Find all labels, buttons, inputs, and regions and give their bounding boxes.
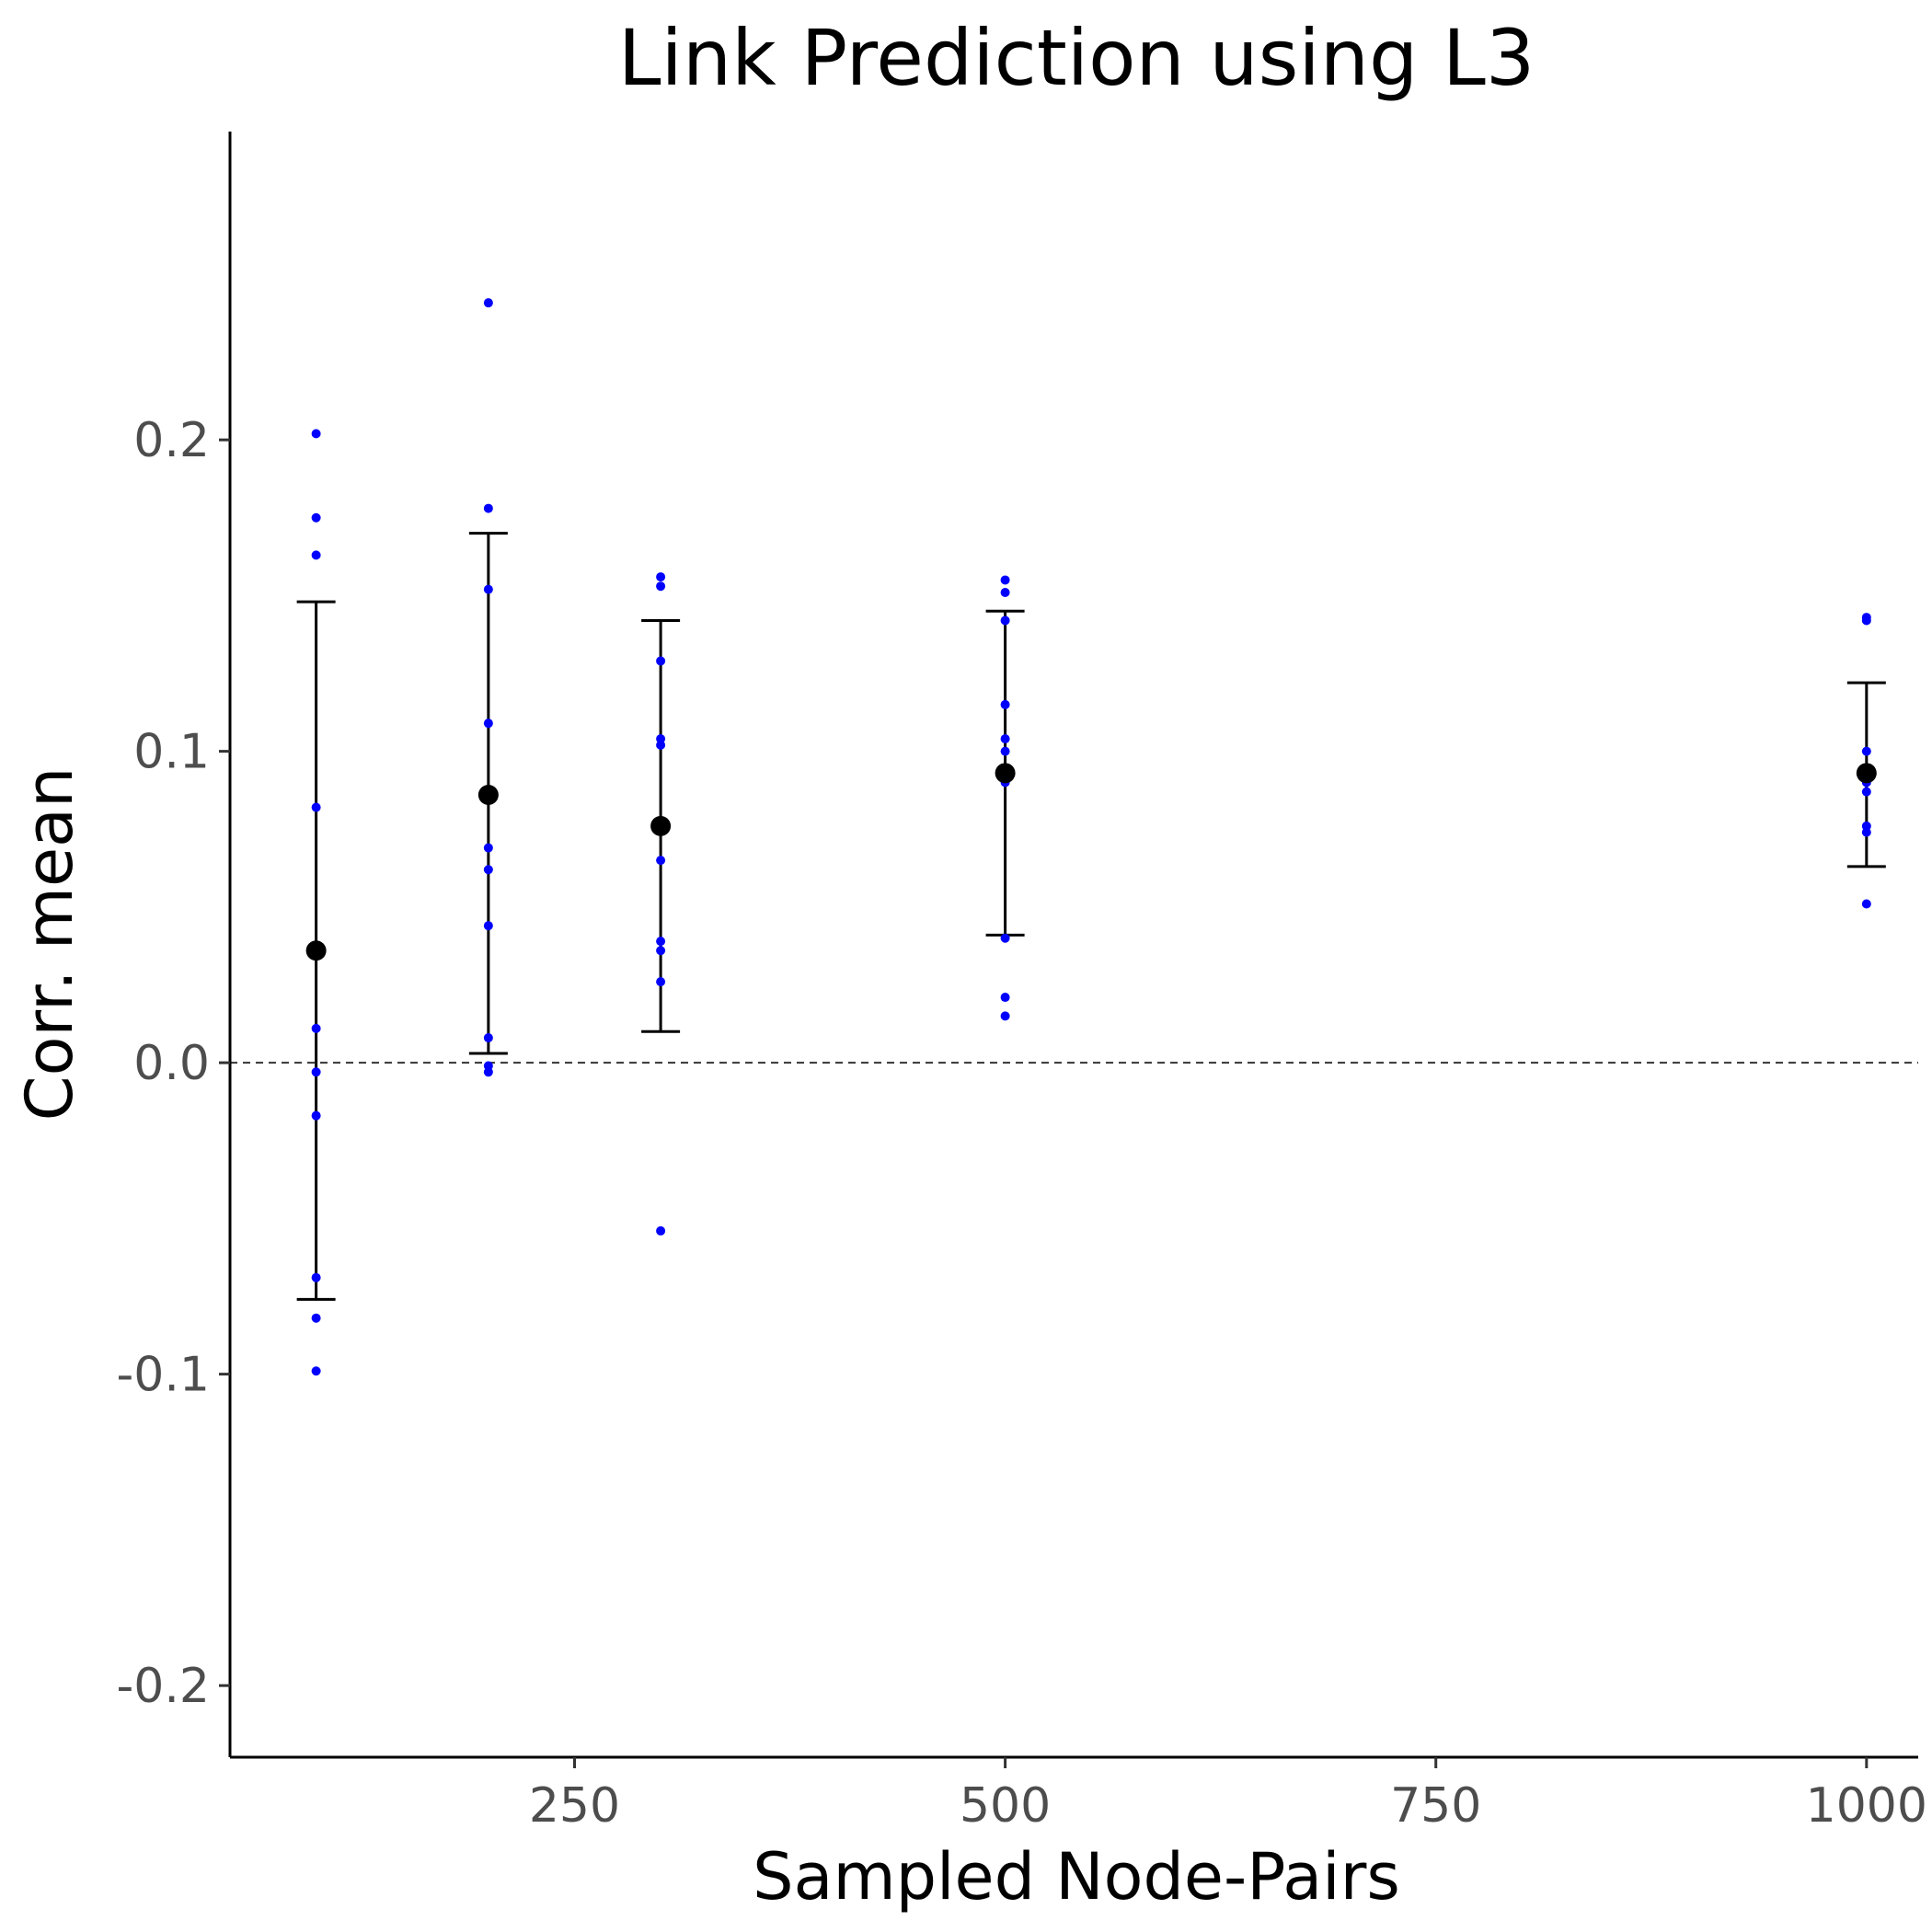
data-point — [311, 429, 321, 439]
data-point — [656, 581, 666, 592]
y-tick-label: 0.0 — [133, 1036, 210, 1091]
data-point — [656, 656, 666, 666]
mean-point — [305, 940, 327, 961]
data-point — [1000, 734, 1010, 744]
data-point — [483, 843, 493, 853]
plot-area — [230, 298, 1918, 1376]
data-point — [1000, 993, 1010, 1003]
group-100 — [296, 429, 336, 1376]
data-point — [1861, 899, 1871, 909]
y-tick-label: -0.1 — [117, 1348, 210, 1403]
data-point — [656, 977, 666, 987]
data-point — [656, 740, 666, 750]
data-point — [1000, 699, 1010, 709]
y-tick-label: 0.2 — [133, 413, 210, 468]
mean-point — [995, 763, 1016, 784]
y-axis-ticks: -0.2 -0.1 0.0 0.1 0.2 — [117, 413, 230, 1714]
data-point — [1861, 827, 1871, 837]
x-axis-title: Sampled Node-Pairs — [753, 1839, 1400, 1915]
y-tick-label: -0.2 — [117, 1659, 210, 1714]
data-point — [656, 946, 666, 956]
data-point — [1000, 575, 1010, 585]
data-point — [1000, 1011, 1010, 1021]
data-point — [311, 1366, 321, 1376]
data-point — [656, 1225, 666, 1236]
data-point — [311, 1313, 321, 1323]
group-1000 — [1846, 613, 1886, 909]
y-axis-title: Corr. mean — [12, 767, 87, 1121]
x-axis-ticks: 250 500 750 1000 — [529, 1757, 1927, 1834]
data-point — [483, 1033, 493, 1043]
mean-point — [650, 815, 672, 836]
data-point — [656, 856, 666, 866]
group-300 — [641, 572, 681, 1236]
x-tick-label: 500 — [960, 1778, 1051, 1834]
x-tick-label: 1000 — [1806, 1778, 1927, 1834]
data-point — [311, 802, 321, 812]
group-200 — [468, 298, 508, 1077]
data-point — [483, 719, 493, 729]
data-point — [483, 298, 493, 308]
data-point — [1000, 933, 1010, 943]
data-point — [483, 503, 493, 513]
x-tick-label: 250 — [529, 1778, 620, 1834]
data-point — [1861, 615, 1871, 626]
data-point — [1861, 746, 1871, 756]
data-point — [1861, 787, 1871, 797]
data-point — [656, 572, 666, 582]
mean-point — [1856, 763, 1877, 784]
data-point — [311, 1067, 321, 1077]
data-point — [483, 1067, 493, 1077]
x-tick-label: 750 — [1390, 1778, 1481, 1834]
data-point — [483, 921, 493, 931]
chart-title: Link Prediction using L3 — [618, 13, 1535, 103]
mean-point — [477, 785, 499, 806]
data-point — [311, 512, 321, 523]
data-point — [311, 1110, 321, 1121]
data-point — [311, 550, 321, 560]
data-point — [311, 1023, 321, 1033]
data-point — [1000, 746, 1010, 756]
data-point — [483, 865, 493, 875]
data-point — [1000, 587, 1010, 597]
data-point — [1000, 615, 1010, 626]
data-point — [483, 584, 493, 594]
y-tick-label: 0.1 — [133, 725, 210, 780]
group-500 — [985, 575, 1025, 1021]
data-point — [311, 1272, 321, 1282]
data-point — [656, 937, 666, 947]
